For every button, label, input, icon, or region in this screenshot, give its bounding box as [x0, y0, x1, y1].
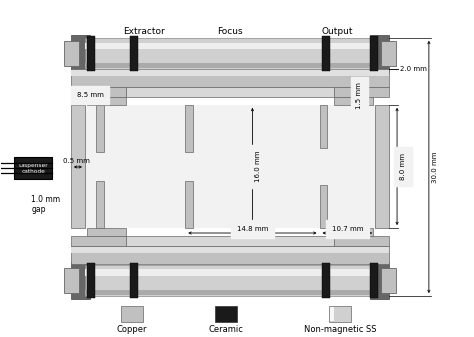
Text: Focus: Focus	[217, 27, 243, 36]
Text: 30.0 mm: 30.0 mm	[432, 151, 438, 183]
Text: 8.5 mm: 8.5 mm	[77, 92, 104, 98]
Text: 1.0 mm
gap: 1.0 mm gap	[31, 194, 60, 214]
Text: Extractor: Extractor	[123, 27, 164, 36]
Text: 8.0 mm: 8.0 mm	[400, 153, 406, 180]
Bar	[335, 87, 389, 97]
Bar	[85, 290, 375, 295]
Text: Copper: Copper	[117, 325, 147, 334]
Text: Output: Output	[322, 27, 353, 36]
Bar	[129, 36, 137, 71]
Bar	[85, 38, 375, 69]
Bar	[71, 236, 126, 246]
Bar	[215, 306, 237, 322]
Bar	[375, 105, 389, 228]
Bar	[126, 87, 335, 97]
Bar	[370, 35, 389, 72]
Bar	[64, 41, 79, 66]
Bar	[319, 185, 328, 228]
Bar	[335, 97, 373, 105]
Bar	[319, 105, 328, 148]
Text: 16.0 mm: 16.0 mm	[255, 151, 261, 182]
Bar	[85, 269, 375, 276]
Text: 10.7 mm: 10.7 mm	[332, 226, 363, 232]
Text: 1.5 mm: 1.5 mm	[356, 83, 362, 110]
Bar	[71, 247, 389, 253]
Bar	[85, 63, 375, 68]
Text: Dispenser: Dispenser	[18, 163, 48, 168]
Bar	[381, 268, 396, 293]
Bar	[71, 262, 90, 299]
Bar	[85, 42, 375, 49]
Text: cathode: cathode	[21, 170, 45, 175]
Bar	[322, 36, 330, 71]
Bar	[329, 306, 351, 322]
Bar	[96, 181, 104, 228]
Bar	[335, 236, 389, 246]
Bar	[96, 105, 104, 152]
Bar	[185, 105, 193, 152]
Bar	[71, 105, 85, 228]
Bar	[126, 236, 335, 246]
Bar	[71, 69, 389, 87]
Bar	[335, 228, 373, 236]
Text: 14.8 mm: 14.8 mm	[237, 226, 268, 232]
Bar	[330, 307, 335, 321]
Bar	[370, 262, 389, 299]
Bar	[87, 228, 126, 236]
Bar	[71, 35, 90, 72]
Bar	[87, 97, 126, 105]
Bar	[87, 263, 95, 298]
Bar	[370, 36, 378, 71]
Bar	[64, 268, 79, 293]
Text: Ceramic: Ceramic	[209, 325, 244, 334]
Text: 0.5 mm: 0.5 mm	[63, 158, 90, 164]
Text: 2.0 mm: 2.0 mm	[400, 66, 427, 72]
Bar	[71, 70, 389, 76]
Bar	[85, 105, 375, 228]
Bar	[185, 181, 193, 228]
Bar	[14, 157, 52, 179]
Bar	[85, 265, 375, 296]
Bar	[71, 246, 389, 264]
Bar	[129, 263, 137, 298]
Bar	[322, 263, 330, 298]
Bar	[121, 306, 143, 322]
Bar	[87, 36, 95, 71]
Text: Non-magnetic SS: Non-magnetic SS	[304, 325, 377, 334]
Bar	[381, 41, 396, 66]
Bar	[71, 87, 126, 97]
Bar	[370, 263, 378, 298]
